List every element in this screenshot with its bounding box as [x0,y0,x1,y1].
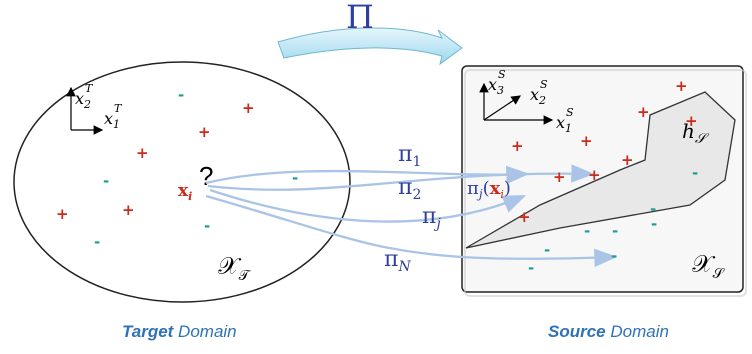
target-samples: + + + + + - - - - - [56,86,298,251]
target-caption-bold: Target [122,322,174,341]
plus-sample: + [580,132,593,150]
plus-sample: + [637,103,650,121]
minus-sample: - [544,241,550,259]
target-axis-x-label: x1T [104,102,123,131]
plus-sample: + [675,77,688,95]
projection-label-n: πN [384,247,411,275]
target-domain-label: 𝒳𝒯 [218,252,252,284]
projection-label-2: π2 [398,175,421,203]
plus-sample: + [553,168,566,186]
plus-sample: + [198,123,211,141]
projection-label-j: πj [422,204,441,232]
minus-sample: - [528,259,534,277]
source-domain-caption: Source Domain [548,322,669,342]
plus-sample: + [588,166,601,184]
source-samples: + + + + + + + + + - - - - - - - - [511,77,698,277]
plus-sample: + [621,151,634,169]
minus-sample: - [650,200,656,218]
target-domain-ellipse [13,61,351,303]
projection-arrow-n [205,194,618,267]
minus-sample: - [612,222,618,240]
projection-arrows [205,164,618,267]
plus-sample: + [511,137,524,155]
projection-symbol: Π [346,0,374,36]
minus-sample: - [651,215,657,233]
target-caption-rest: Domain [173,322,237,341]
minus-sample: - [204,217,210,235]
target-axes [66,86,104,135]
minus-sample: - [292,169,298,187]
minus-sample: - [103,172,109,190]
plus-sample: + [122,201,135,219]
minus-sample: - [692,164,698,182]
plus-sample: + [56,205,69,223]
plus-sample: + [685,112,698,130]
source-caption-bold: Source [548,322,606,341]
target-domain-caption: Target Domain [122,322,237,342]
source-domain-label: 𝒳𝒮 [692,250,726,282]
source-caption-rest: Domain [605,322,669,341]
projection-arrow [277,27,463,66]
plus-sample: + [242,99,255,117]
projection-label-1: π1 [398,142,421,170]
query-point-label: xi [178,181,192,203]
minus-sample: - [178,86,184,104]
projection-arrow-2 [207,164,595,191]
source-axis-2-label: x2S [530,78,548,107]
query-mark: ? [199,161,213,191]
plus-sample: + [136,144,149,162]
source-axis-1-label: x1S [556,106,574,135]
target-axis-y-label: x2T [75,82,94,111]
projection-labels: π1 π2 πj πN [384,142,441,275]
minus-sample: - [611,247,617,265]
source-axis-3-label: x3S [488,68,506,97]
plus-sample: + [518,208,531,226]
minus-sample: - [94,233,100,251]
minus-sample: - [584,222,590,240]
source-axes [479,82,554,125]
projection-arrow-j [209,188,527,223]
projected-point-label: πj(xi) [467,178,511,201]
